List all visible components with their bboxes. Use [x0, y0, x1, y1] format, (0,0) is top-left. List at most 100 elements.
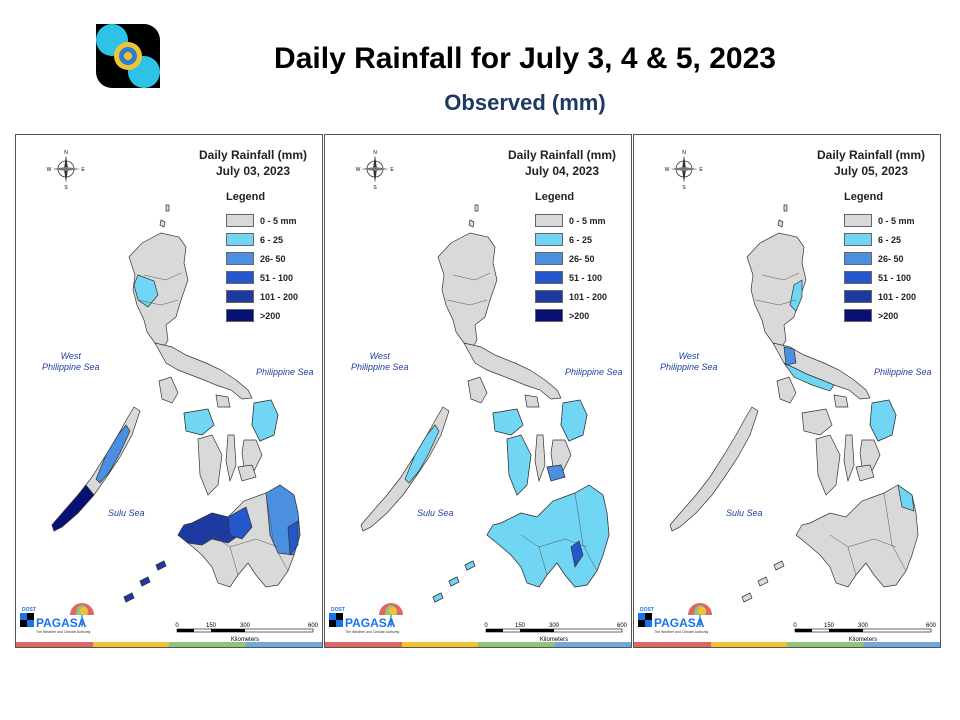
philippine-sea-label-text: Philippine Sea [256, 367, 314, 377]
sulu-sea-label-text: Sulu Sea [726, 508, 763, 518]
scale-tick: 600 [617, 623, 628, 629]
legend-item: 0 - 5 mm [844, 211, 916, 230]
logo-pagasa: PAGASA [36, 616, 87, 630]
legend-item: 6 - 25 [844, 230, 916, 249]
panel-title-date: July 05, 2023 [833, 164, 909, 178]
stripe-segment [863, 642, 940, 647]
legend-label: 0 - 5 mm [260, 215, 297, 226]
compass-w: W [665, 167, 670, 173]
rainfall-area-palawan-mid [404, 424, 440, 484]
stripe-segment [325, 642, 402, 647]
philippines-map [669, 204, 919, 603]
compass-rose-icon: N S E W [356, 150, 395, 189]
legend-item: 101 - 200 [844, 287, 916, 306]
scale-unit: Kilometers [849, 637, 877, 643]
legend-title: Legend [844, 191, 884, 203]
legend-swatch [535, 290, 563, 303]
legend-label: 0 - 5 mm [569, 215, 606, 226]
scale-bar: 0 150 300 600 Kilometers [175, 623, 318, 643]
panel-title-date: July 04, 2023 [524, 164, 600, 178]
sulu-sea-label-text: Sulu Sea [417, 508, 454, 518]
scale-unit: Kilometers [540, 637, 568, 643]
compass-s: S [64, 185, 68, 189]
legend-label: 26- 50 [260, 253, 286, 264]
philippines-map [360, 204, 610, 603]
compass-n: N [682, 150, 686, 156]
legend-swatch [226, 290, 254, 303]
sulu-sea-label-text: Sulu Sea [108, 508, 145, 518]
stripe-segment [787, 642, 864, 647]
legend-item: 51 - 100 [226, 268, 298, 287]
legend-item: 0 - 5 mm [535, 211, 607, 230]
legend-list: 0 - 5 mm 6 - 25 26- 50 51 - 100 101 - 200 >20… [844, 211, 916, 325]
scale-tick: 150 [824, 623, 835, 629]
rainfall-area-palawan-mid [95, 424, 131, 484]
compass-rose-icon: N S E W [665, 150, 704, 189]
legend-item: 51 - 100 [844, 268, 916, 287]
stripe-segment [92, 642, 169, 647]
panel-title-date: July 03, 2023 [215, 164, 291, 178]
legend-swatch [535, 252, 563, 265]
rainfall-area-sulu-archipelago [432, 560, 476, 603]
rainfall-area-negros [506, 434, 532, 496]
scale-tick: 0 [484, 623, 488, 629]
philippines-map [51, 204, 301, 603]
legend-list: 0 - 5 mm 6 - 25 26- 50 51 - 100 101 - 200 >20… [535, 211, 607, 325]
legend-item: >200 [535, 306, 607, 325]
scale-tick: 0 [793, 623, 797, 629]
philippine-sea-label-text: Philippine Sea [874, 367, 932, 377]
rainfall-area-samar [869, 399, 897, 442]
legend-label: >200 [878, 310, 899, 321]
west-philippine-sea-label: West Philippine Sea [660, 351, 718, 373]
legend-swatch [844, 233, 872, 246]
legend-label: 26- 50 [569, 253, 595, 264]
legend-swatch [226, 214, 254, 227]
west-philippine-sea-label-text: West [678, 351, 699, 361]
west-philippine-sea-label-text: West [60, 351, 81, 361]
legend-label: 51 - 100 [260, 272, 294, 283]
legend-swatch [535, 271, 563, 284]
compass-n: N [64, 150, 68, 156]
stripe-segment [401, 642, 478, 647]
rainfall-map-panel-july-05: Daily Rainfall (mm) July 05, 2023 Legend 0 … [633, 134, 941, 648]
legend-swatch [844, 309, 872, 322]
west-philippine-sea-label-text: Philippine Sea [42, 362, 100, 372]
rainfall-area-panay [183, 408, 215, 436]
legend-swatch [844, 252, 872, 265]
pagasa-seal-logo [96, 24, 160, 88]
stripe-segment [710, 642, 787, 647]
legend-label: 51 - 100 [878, 272, 912, 283]
logo-tagline: The Weather and Climate Authority [345, 630, 400, 634]
rainfall-area-western-mindanao [227, 506, 253, 540]
west-philippine-sea-label-text: Philippine Sea [660, 362, 718, 372]
scale-unit: Kilometers [231, 637, 259, 643]
legend-swatch [844, 290, 872, 303]
compass-e: E [699, 167, 703, 173]
philippine-sea-label: Philippine Sea [565, 367, 623, 378]
legend-swatch [844, 271, 872, 284]
legend-label: 101 - 200 [260, 291, 299, 302]
legend-swatch [226, 252, 254, 265]
legend-item: 0 - 5 mm [226, 211, 298, 230]
scale-tick: 300 [858, 623, 869, 629]
legend-item: 6 - 25 [535, 230, 607, 249]
compass-s: S [682, 185, 686, 189]
logo-tagline: The Weather and Climate Authority [36, 630, 91, 634]
rainfall-area-mindanao-east [897, 484, 915, 512]
stripe-segment [634, 642, 711, 647]
logo-pagasa: PAGASA [345, 616, 396, 630]
legend-label: 0 - 5 mm [878, 215, 915, 226]
legend-title: Legend [535, 191, 575, 203]
scale-tick: 150 [206, 623, 217, 629]
scale-tick: 300 [549, 623, 560, 629]
color-stripe [634, 642, 940, 647]
legend-swatch [844, 214, 872, 227]
logo-dost: DOST [22, 607, 36, 613]
legend-label: 6 - 25 [569, 234, 593, 245]
rainfall-area-southern-luzon [783, 362, 835, 392]
panel-title-line1: Daily Rainfall (mm) [816, 148, 926, 162]
panel-title-line1: Daily Rainfall (mm) [198, 148, 308, 162]
compass-n: N [373, 150, 377, 156]
